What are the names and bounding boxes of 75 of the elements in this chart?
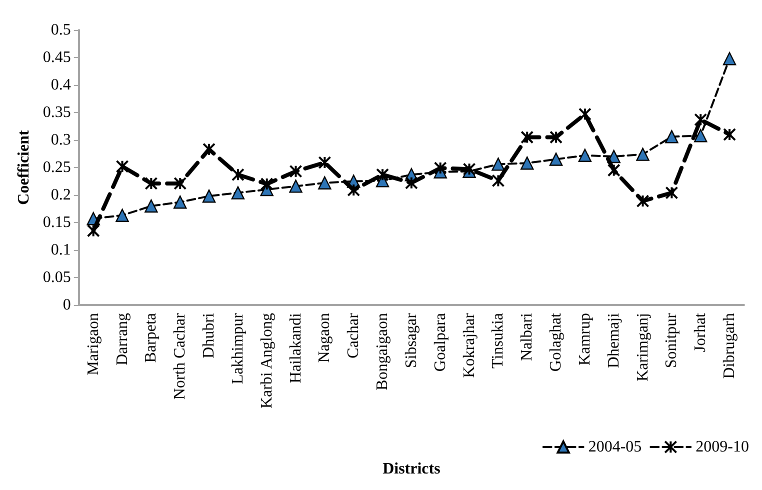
- y-tick-label: 0: [62, 296, 71, 314]
- x-tick-label: Kamrup: [576, 313, 594, 366]
- legend-label: 2004-05: [588, 438, 642, 456]
- point: [665, 186, 678, 200]
- x-tick-label: Dhubri: [200, 312, 218, 358]
- point: [174, 176, 187, 190]
- x-tick-label: Darrang: [114, 313, 131, 366]
- y-tick-label: 0.5: [50, 22, 71, 38]
- y-axis-title: Coefficient: [16, 130, 32, 205]
- point: [404, 176, 418, 190]
- point: [231, 186, 245, 200]
- point: [636, 148, 650, 161]
- point: [144, 199, 158, 213]
- y-tick-label: 0.2: [50, 186, 71, 204]
- y-tick-label: 0.45: [42, 49, 71, 66]
- y-tick-label: 0.4: [50, 76, 71, 94]
- point: [289, 180, 302, 193]
- point: [289, 164, 302, 178]
- x-tick-label: North Cachar: [172, 312, 189, 400]
- x-tick-label: Sibsagar: [402, 312, 420, 368]
- x-axis-title: Districts: [382, 460, 440, 478]
- point: [520, 130, 534, 144]
- x-tick-label: Hailakandi: [287, 312, 304, 384]
- point: [318, 176, 332, 190]
- x-tick-label: Nagaon: [316, 313, 334, 363]
- y-tick-label: 0.35: [42, 104, 71, 121]
- point: [492, 158, 505, 171]
- point: [318, 156, 332, 170]
- point: [376, 168, 390, 182]
- point: [723, 128, 736, 141]
- point: [578, 108, 592, 121]
- point: [722, 52, 736, 66]
- point: [607, 164, 620, 177]
- point: [434, 162, 447, 175]
- y-tick-label: 0.1: [50, 242, 71, 258]
- x-tick-label: Dhemaji: [605, 312, 622, 368]
- y-tick-label: 0.3: [50, 132, 71, 148]
- x-tick-label: Tinsukia: [490, 313, 507, 368]
- point: [86, 224, 100, 238]
- x-tick-label: Karimganj: [634, 313, 652, 382]
- point: [550, 130, 563, 144]
- point: [694, 129, 708, 142]
- x-tick-label: Cachar: [345, 312, 362, 358]
- y-tick-label: 0.05: [42, 269, 71, 286]
- point: [694, 113, 708, 126]
- x-tick-label: Dibrugarh: [721, 313, 738, 379]
- x-tick-label: Barpeta: [142, 313, 160, 363]
- point: [174, 196, 187, 209]
- y-tick-label: 0.25: [42, 159, 71, 176]
- point: [636, 194, 650, 208]
- x-tick-label: Goalpara: [432, 313, 449, 372]
- point: [520, 156, 534, 170]
- point: [202, 190, 216, 203]
- point: [260, 178, 274, 190]
- point: [231, 168, 244, 182]
- legend-label: 2009-10: [696, 438, 749, 456]
- x-tick-label: Karbi Anglong: [258, 313, 276, 409]
- x-tick-label: Bongaigaon: [374, 313, 392, 390]
- point: [492, 174, 505, 188]
- point: [578, 148, 592, 162]
- x-tick-label: Nalbari: [518, 312, 536, 361]
- point: [116, 208, 129, 222]
- x-tick-label: Marigaon: [84, 313, 102, 376]
- point: [116, 160, 129, 173]
- point: [549, 152, 563, 166]
- x-tick-label: Golaghat: [548, 312, 565, 372]
- point: [144, 176, 158, 190]
- x-tick-label: Sonitpur: [663, 312, 680, 368]
- point: [347, 184, 360, 197]
- point: [665, 130, 678, 144]
- point: [202, 142, 216, 156]
- x-tick-label: Jorhat: [692, 312, 710, 352]
- x-tick-label: Lakhimpur: [229, 312, 246, 384]
- x-tick-label: Kokrajhar: [460, 312, 478, 378]
- y-tick-label: 0.15: [42, 214, 71, 231]
